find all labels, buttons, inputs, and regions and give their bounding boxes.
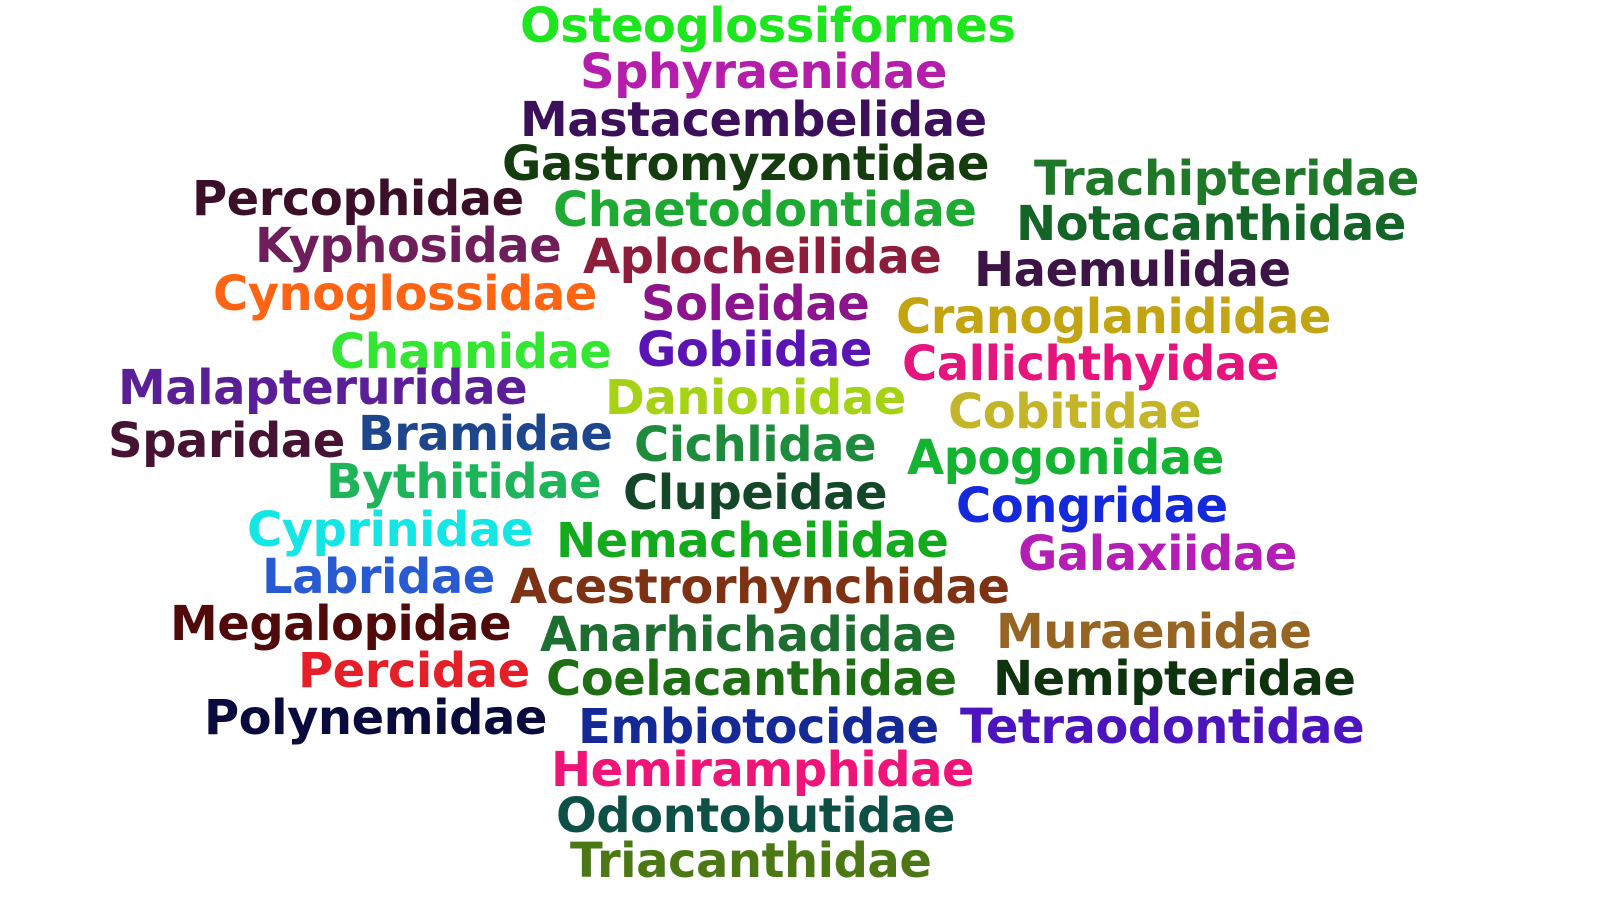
word-mastacembelidae: Mastacembelidae [520,92,987,148]
word-labridae: Labridae [262,549,495,605]
word-osteoglossiformes: Osteoglossiformes [520,0,1016,54]
word-embiotocidae: Embiotocidae [578,699,939,755]
word-triacanthidae: Triacanthidae [570,833,932,889]
word-cobitidae: Cobitidae [948,384,1202,440]
word-channidae: Channidae [330,324,612,380]
word-gobiidae: Gobiidae [637,322,872,378]
word-kyphosidae: Kyphosidae [255,218,562,274]
word-percophidae: Percophidae [192,171,524,227]
word-chaetodontidae: Chaetodontidae [553,182,977,238]
word-percidae: Percidae [298,643,530,699]
word-sphyraenidae: Sphyraenidae [580,44,947,100]
word-anarhichadidae: Anarhichadidae [540,607,957,663]
word-muraenidae: Muraenidae [996,604,1312,660]
word-polynemidae: Polynemidae [204,690,547,746]
word-soleidae: Soleidae [641,276,870,332]
word-cranoglanididae: Cranoglanididae [896,289,1331,345]
word-odontobutidae: Odontobutidae [556,788,955,844]
word-cyprinidae: Cyprinidae [247,502,533,558]
word-haemulidae: Haemulidae [974,242,1291,298]
word-galaxiidae: Galaxiidae [1018,526,1297,582]
word-danionidae: Danionidae [605,370,906,426]
word-cichlidae: Cichlidae [634,417,877,473]
word-coelacanthidae: Coelacanthidae [546,651,957,707]
word-aplocheilidae: Aplocheilidae [583,229,942,285]
word-trachipteridae: Trachipteridae [1034,151,1419,207]
word-congridae: Congridae [956,478,1228,534]
word-megalopidae: Megalopidae [170,596,512,652]
word-tetraodontidae: Tetraodontidae [960,699,1365,755]
word-malapteruridae: Malapteruridae [118,360,528,416]
word-gastromyzontidae: Gastromyzontidae [502,136,990,192]
word-apogonidae: Apogonidae [907,430,1224,486]
word-nemacheilidae: Nemacheilidae [556,513,949,569]
word-sparidae: Sparidae [108,413,345,469]
word-acestrorhynchidae: Acestrorhynchidae [510,559,1010,615]
word-notacanthidae: Notacanthidae [1016,196,1406,252]
word-cynoglossidae: Cynoglossidae [213,266,597,322]
word-hemiramphidae: Hemiramphidae [551,742,975,798]
word-bramidae: Bramidae [358,406,613,462]
word-nemipteridae: Nemipteridae [993,651,1356,707]
word-bythitidae: Bythitidae [326,454,602,510]
word-clupeidae: Clupeidae [623,465,888,521]
word-callichthyidae: Callichthyidae [902,336,1279,392]
